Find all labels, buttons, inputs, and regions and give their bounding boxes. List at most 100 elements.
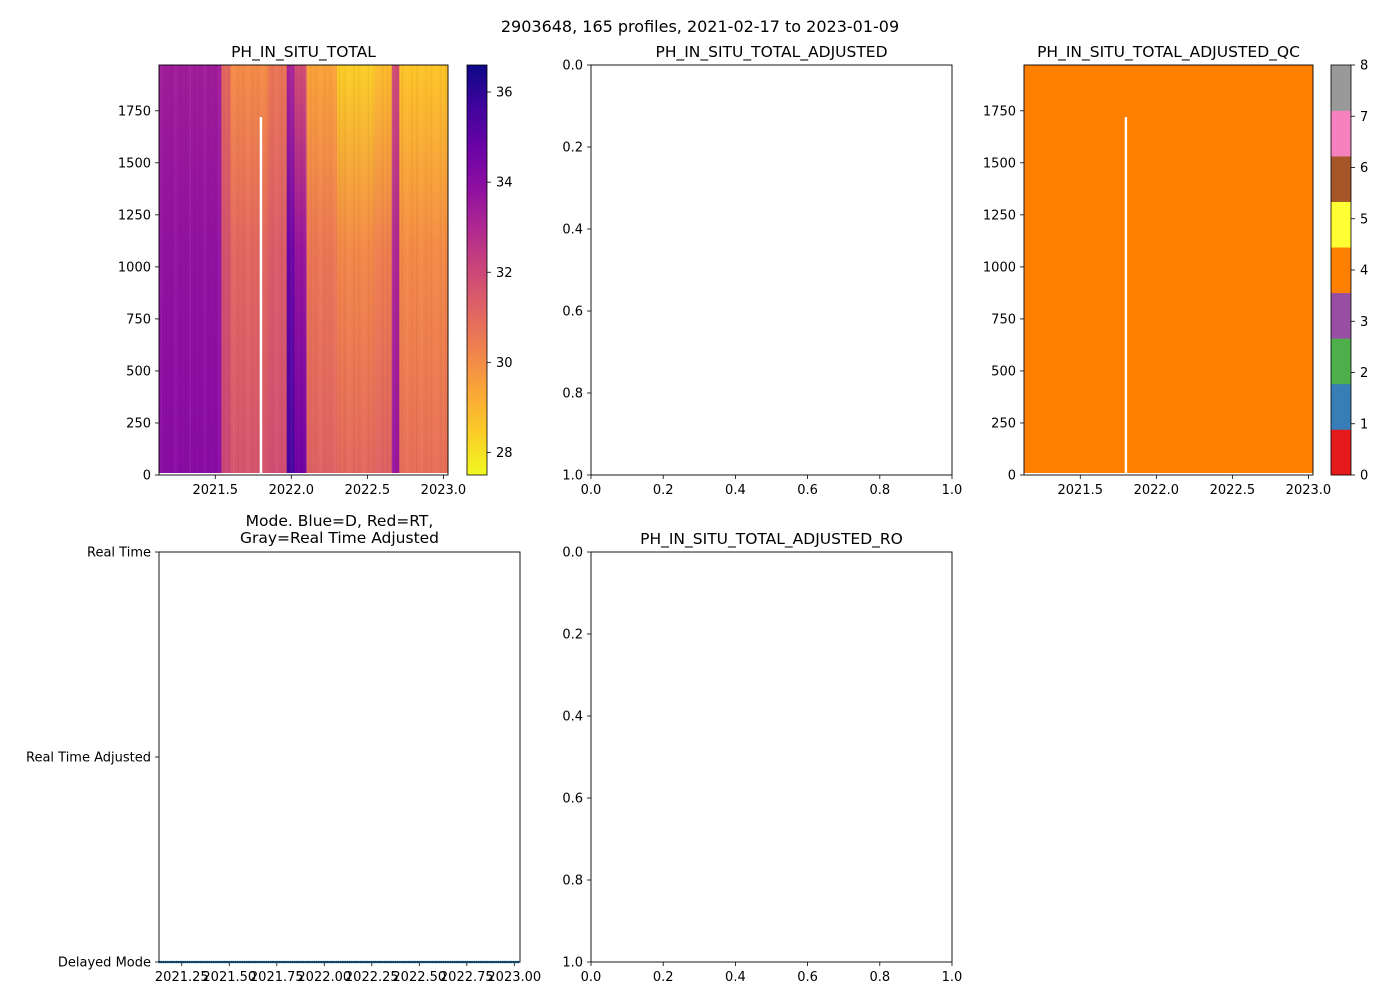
y-tick-label: Real Time Adjusted bbox=[26, 751, 151, 766]
colorbar-tick-label: 2 bbox=[1360, 366, 1368, 381]
y-tick-label: 250 bbox=[126, 416, 151, 431]
y-tick-label: 1000 bbox=[118, 260, 151, 275]
x-tick-label: 2023.0 bbox=[421, 483, 467, 498]
x-tick-label: 2022.50 bbox=[392, 970, 446, 985]
colorbar-segment bbox=[1331, 338, 1351, 385]
heatmap-ph-in-situ-total bbox=[159, 65, 449, 475]
x-tick-label: 2022.5 bbox=[345, 483, 391, 498]
x-tick-label: 0.2 bbox=[653, 970, 674, 985]
axes-title: PH_IN_SITU_TOTAL_ADJUSTED_QC bbox=[1037, 43, 1300, 62]
axes-title-line2: Gray=Real Time Adjusted bbox=[240, 529, 439, 547]
y-tick-label: 1250 bbox=[983, 208, 1016, 223]
x-tick-label: 2022.5 bbox=[1210, 483, 1256, 498]
colorbar-tick-label: 28 bbox=[496, 446, 513, 461]
x-tick-label: 0.8 bbox=[869, 483, 890, 498]
x-tick-label: 0.4 bbox=[725, 483, 746, 498]
colorbar-tick-label: 0 bbox=[1360, 469, 1368, 484]
y-tick-label: 500 bbox=[126, 364, 151, 379]
y-tick-label: 0 bbox=[1008, 469, 1016, 484]
y-tick-label: 1000 bbox=[983, 260, 1016, 275]
colorbar-tick-label: 4 bbox=[1360, 264, 1368, 279]
missing-data-gap bbox=[259, 117, 263, 475]
x-tick-label: 2021.75 bbox=[250, 970, 304, 985]
colorbar-segment bbox=[1331, 429, 1351, 476]
y-tick-label: 250 bbox=[991, 416, 1016, 431]
y-tick-label: 0.4 bbox=[562, 223, 583, 238]
missing-data-gap bbox=[1124, 117, 1128, 475]
x-tick-label: 0.4 bbox=[725, 970, 746, 985]
y-tick-label: 500 bbox=[991, 364, 1016, 379]
x-tick-label: 0.0 bbox=[581, 970, 602, 985]
y-tick-label: 0.2 bbox=[562, 628, 583, 643]
qc-fill-area bbox=[1024, 65, 1313, 473]
y-tick-label: 1500 bbox=[118, 156, 151, 171]
x-tick-label: 2022.00 bbox=[297, 970, 351, 985]
x-tick-label: 2021.5 bbox=[1058, 483, 1104, 498]
colorbar-tick-label: 1 bbox=[1360, 417, 1368, 432]
colorbar-ph-in-situ-total bbox=[466, 64, 488, 476]
x-tick-label: 2022.25 bbox=[345, 970, 399, 985]
colorbar-tick-label: 6 bbox=[1360, 161, 1368, 176]
x-tick-label: 1.0 bbox=[942, 483, 963, 498]
y-tick-label: 0 bbox=[143, 469, 151, 484]
y-tick-label: 1750 bbox=[118, 104, 151, 119]
x-tick-label: 0.6 bbox=[797, 970, 818, 985]
x-tick-label: 2021.50 bbox=[202, 970, 256, 985]
colorbar-segment bbox=[1331, 201, 1351, 248]
y-tick-label: 0.0 bbox=[562, 546, 583, 561]
axes-title: PH_IN_SITU_TOTAL_ADJUSTED bbox=[655, 43, 887, 62]
x-tick-label: 0.2 bbox=[653, 483, 674, 498]
y-tick-label: 0.2 bbox=[562, 141, 583, 156]
heatmap-band bbox=[230, 65, 270, 473]
y-tick-label: 1750 bbox=[983, 104, 1016, 119]
colorbar-tick-label: 8 bbox=[1360, 59, 1368, 74]
heatmap-band bbox=[336, 65, 376, 473]
heatmap-band bbox=[159, 65, 222, 473]
y-tick-label: 0.6 bbox=[562, 792, 583, 807]
colorbar-segment bbox=[1331, 383, 1351, 430]
colorbar-tick-label: 30 bbox=[496, 356, 513, 371]
x-tick-label: 0.0 bbox=[581, 483, 602, 498]
x-tick-label: 1.0 bbox=[942, 970, 963, 985]
colorbar-tick-label: 7 bbox=[1360, 110, 1368, 125]
y-tick-label: 1250 bbox=[118, 208, 151, 223]
axes-frame-qc bbox=[1023, 64, 1314, 476]
colorbar-segment bbox=[1331, 247, 1351, 294]
y-tick-label: 1.0 bbox=[562, 956, 583, 971]
x-tick-label: 2023.00 bbox=[487, 970, 541, 985]
axes-title-line1: Mode. Blue=D, Red=RT, bbox=[246, 512, 434, 530]
x-tick-label: 0.8 bbox=[869, 970, 890, 985]
heatmap-band bbox=[399, 65, 449, 473]
y-tick-label: Real Time bbox=[87, 546, 151, 561]
x-tick-label: 0.6 bbox=[797, 483, 818, 498]
y-tick-label: 0.8 bbox=[562, 387, 583, 402]
figure-suptitle: 2903648, 165 profiles, 2021-02-17 to 202… bbox=[501, 17, 899, 36]
colorbar-tick-label: 36 bbox=[496, 86, 513, 101]
colorbar-tick-label: 3 bbox=[1360, 315, 1368, 330]
axes-title: PH_IN_SITU_TOTAL bbox=[231, 43, 376, 62]
y-tick-label: 1.0 bbox=[562, 469, 583, 484]
y-tick-label: 750 bbox=[991, 312, 1016, 327]
heatmap-band bbox=[306, 65, 338, 473]
axes-frame-ph-in-situ-total bbox=[158, 64, 449, 476]
y-tick-label: 0.4 bbox=[562, 710, 583, 725]
x-tick-label: 2021.25 bbox=[155, 970, 209, 985]
x-tick-label: 2022.75 bbox=[440, 970, 494, 985]
axes-title: PH_IN_SITU_TOTAL_ADJUSTED_RO bbox=[640, 530, 903, 549]
axes-frame-ph-adjusted bbox=[590, 64, 953, 476]
heatmap-band bbox=[391, 65, 400, 473]
heatmap-band bbox=[221, 65, 231, 473]
y-tick-label: 0.8 bbox=[562, 874, 583, 889]
y-tick-label: 1500 bbox=[983, 156, 1016, 171]
heatmap-band bbox=[286, 65, 295, 473]
axes-frame-ph-adjusted-ro bbox=[590, 551, 953, 963]
colorbar-segment bbox=[1331, 292, 1351, 339]
colorbar-tick-label: 32 bbox=[496, 266, 513, 281]
y-tick-label: 0.0 bbox=[562, 59, 583, 74]
colorbar-segment bbox=[1331, 65, 1351, 111]
x-tick-label: 2022.0 bbox=[269, 483, 315, 498]
colorbar-segment bbox=[1331, 110, 1351, 157]
y-tick-label: Delayed Mode bbox=[58, 956, 151, 971]
colorbar-segment bbox=[1331, 156, 1351, 202]
